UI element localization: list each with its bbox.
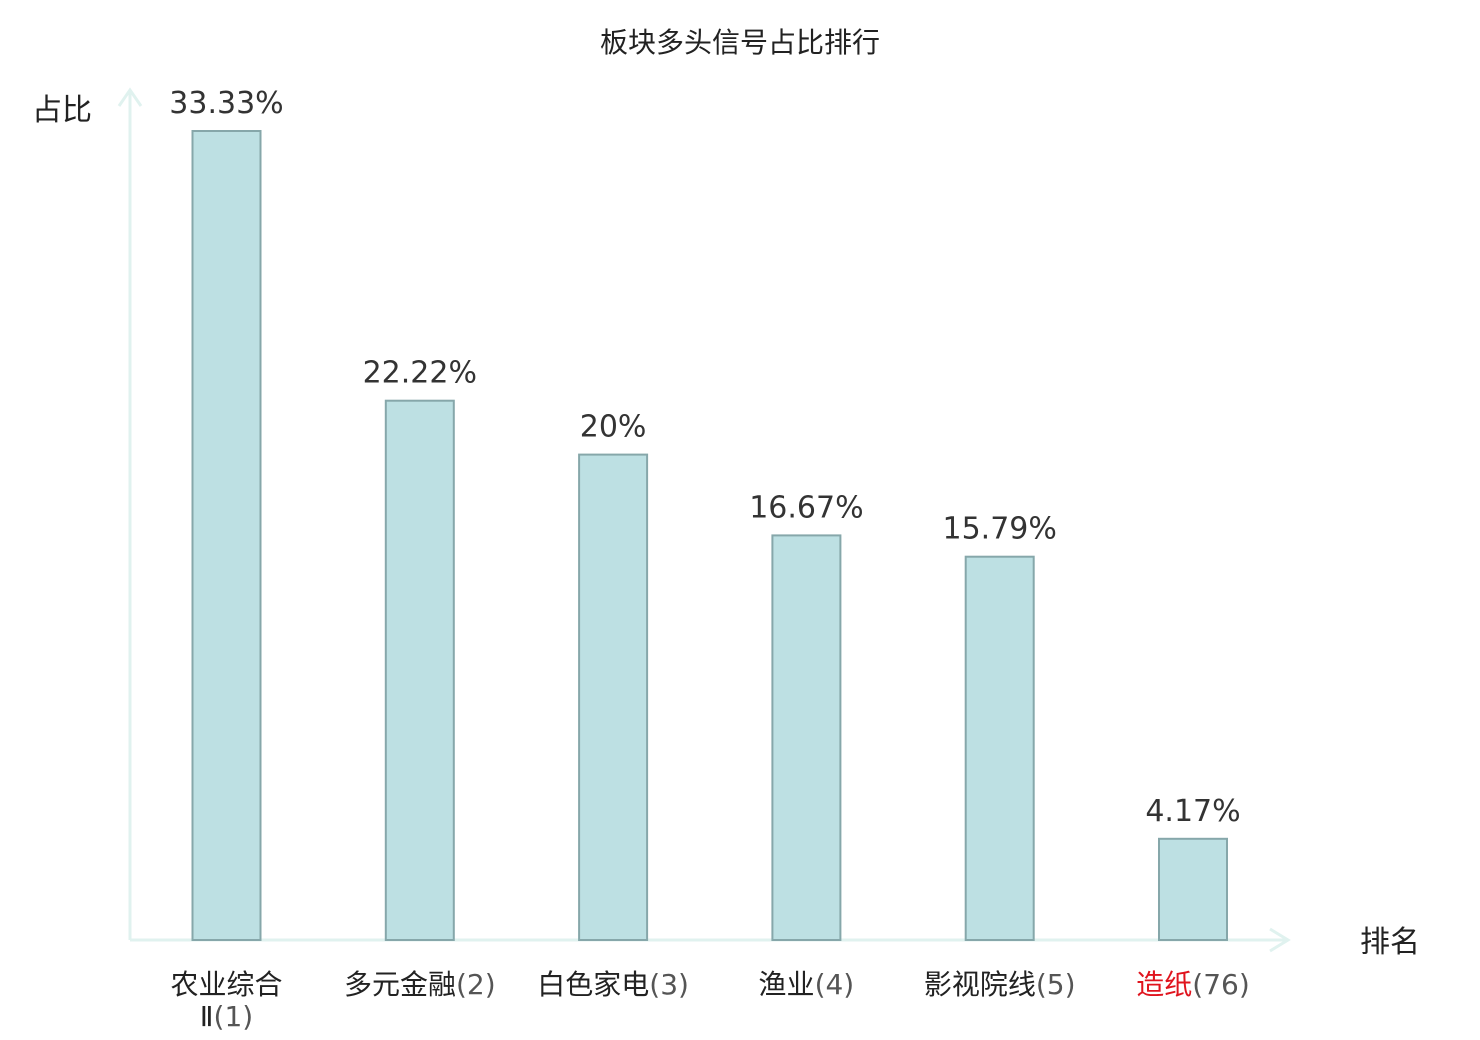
category-label-6: 造纸(76) bbox=[1136, 968, 1250, 1001]
category-label-2: 多元金融(2) bbox=[344, 968, 496, 1001]
chart-title: 板块多头信号占比排行 bbox=[600, 26, 880, 59]
bar-3 bbox=[578, 453, 649, 941]
value-label-5: 15.79% bbox=[943, 512, 1057, 547]
bar-4 bbox=[771, 534, 842, 942]
category-label-1: 农业综合 Ⅱ(1) bbox=[170, 968, 282, 1033]
bar-1 bbox=[191, 130, 262, 941]
bars bbox=[191, 130, 1228, 942]
value-label-3: 20% bbox=[580, 410, 647, 445]
bar-2 bbox=[384, 399, 455, 941]
category-labels: 农业综合 Ⅱ(1) 多元金融(2) 白色家电(3) 渔业(4) 影视院线(5) 造纸(76) bbox=[170, 968, 1249, 1033]
x-axis-label: 排名 bbox=[1360, 925, 1420, 960]
y-axis-arrow bbox=[117, 87, 143, 107]
category-label-5: 影视院线(5) bbox=[924, 968, 1076, 1001]
x-axis-arrow bbox=[1269, 927, 1291, 953]
bar-5 bbox=[964, 555, 1035, 941]
y-axis-label: 占比 bbox=[32, 93, 92, 128]
axes bbox=[117, 87, 1291, 953]
value-label-6: 4.17% bbox=[1145, 794, 1240, 829]
bar-6 bbox=[1158, 837, 1228, 941]
category-label-4: 渔业(4) bbox=[759, 968, 855, 1001]
value-label-4: 16.67% bbox=[749, 490, 863, 525]
value-label-1: 33.33% bbox=[169, 86, 283, 121]
value-label-2: 22.22% bbox=[363, 356, 477, 391]
value-labels: 33.33% 22.22% 20% 16.67% 15.79% 4.17% bbox=[169, 86, 1240, 829]
category-label-3: 白色家电(3) bbox=[537, 968, 689, 1001]
